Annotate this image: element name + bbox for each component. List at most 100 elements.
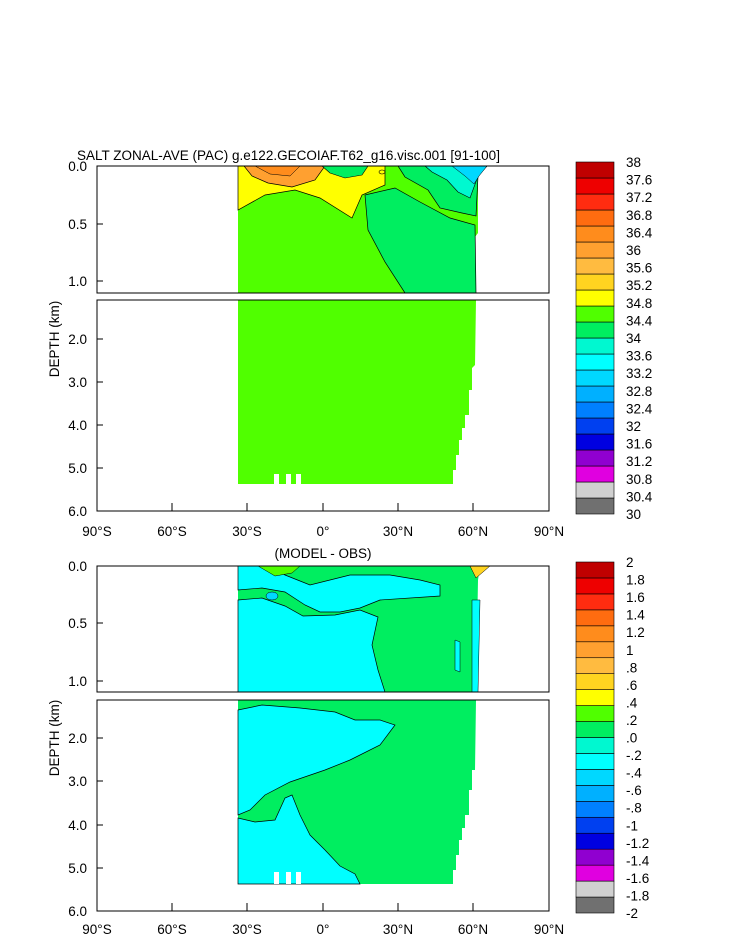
salt-colorbar-swatch xyxy=(575,433,615,451)
salt-colorbar-label: 30.8 xyxy=(626,472,652,487)
diff-ytick-label: 1.0 xyxy=(68,674,87,689)
salt-colorbar-swatch xyxy=(575,241,615,259)
salt-colorbar-label: 34 xyxy=(626,331,642,346)
salt-colorbar-label: 32 xyxy=(626,419,641,434)
salt-colorbar-swatch xyxy=(575,161,615,179)
salt-colorbar-label: 34.4 xyxy=(626,313,653,328)
diff-colorbar-label: .8 xyxy=(626,660,637,675)
salt-y-axis: 0.0 0.5 1.0 2.0 3.0 4.0 5.0 6.0 DEPTH (k… xyxy=(47,159,103,519)
salt-deep-base xyxy=(238,300,476,484)
salt-colorbar-swatch xyxy=(575,225,615,243)
diff-ytick-label: 5.0 xyxy=(68,861,87,876)
diff-colorbar-label: -1.8 xyxy=(626,888,649,903)
salt-colorbar-swatch xyxy=(575,337,615,355)
diff-xtick-label: 30°S xyxy=(232,922,261,937)
salt-colorbar-swatch xyxy=(575,193,615,211)
salt-xtick-label: 30°N xyxy=(383,524,413,539)
salt-xtick-label: 0° xyxy=(317,524,330,539)
salt-colorbar-swatch xyxy=(575,481,615,499)
salt-colorbar: 38 37.6 37.2 36.8 36.4 36 35.6 35.2 34.8 34.4 34 33… xyxy=(575,155,653,522)
diff-colorbar-swatch xyxy=(575,896,615,914)
diff-colorbar-swatch xyxy=(575,816,615,834)
salt-colorbar-label: 32.4 xyxy=(626,401,653,416)
diff-colorbar-swatch xyxy=(575,609,615,627)
diff-field-sliver xyxy=(454,639,461,673)
diff-xtick-label: 0° xyxy=(317,922,330,937)
salt-colorbar-swatch xyxy=(575,289,615,307)
salt-ytick-label: 0.5 xyxy=(68,217,87,232)
salt-field-green-mid xyxy=(364,187,477,294)
diff-colorbar-label: 1 xyxy=(626,643,634,658)
diff-colorbar-swatch xyxy=(575,753,615,770)
salt-colorbar-label: 35.2 xyxy=(626,278,652,293)
diff-colorbar-swatch xyxy=(575,864,615,882)
diff-xtick-label: 90°N xyxy=(534,922,564,937)
salt-colorbar-swatch xyxy=(575,177,615,195)
salt-colorbar-label: 31.2 xyxy=(626,454,652,469)
diff-colorbar-label: 1.2 xyxy=(626,625,645,640)
salt-notch xyxy=(274,474,279,484)
diff-notch xyxy=(286,872,291,884)
salt-colorbar-label: 30 xyxy=(626,507,641,522)
diff-y-axis: 0.0 0.5 1.0 2.0 3.0 4.0 5.0 6.0 DEPTH (k… xyxy=(47,559,103,919)
diff-colorbar-swatch xyxy=(575,769,615,786)
diff-ytick-label: 4.0 xyxy=(68,818,87,833)
diff-colorbar-label: .0 xyxy=(626,731,637,746)
salt-notch xyxy=(286,474,291,484)
salt-colorbar-label: 34.8 xyxy=(626,296,652,311)
salt-lower-field xyxy=(238,300,476,484)
diff-xtick-label: 60°S xyxy=(157,922,186,937)
salt-notch xyxy=(296,474,301,484)
salt-colorbar-swatch xyxy=(575,257,615,275)
diff-field-edge xyxy=(471,599,481,693)
diff-colorbar-swatch xyxy=(575,785,615,802)
diff-x-axis: 90°S 60°S 30°S 0° 30°N 60°N 90°N xyxy=(82,903,564,937)
diff-colorbar-label: -1.4 xyxy=(626,853,650,868)
diff-colorbar-swatch xyxy=(575,625,615,643)
salt-colorbar-label: 33.2 xyxy=(626,366,652,381)
salt-colorbar-swatch xyxy=(575,401,615,419)
salt-colorbar-label: 36.4 xyxy=(626,225,653,240)
diff-field-blue-spot xyxy=(265,591,279,601)
salt-colorbar-swatch xyxy=(575,273,615,291)
panel-salt: SALT ZONAL-AVE (PAC) g.e122.GECOIAF.T62_… xyxy=(47,148,653,539)
salt-colorbar-label: 35.6 xyxy=(626,261,652,276)
salt-colorbar-label: 31.6 xyxy=(626,437,652,452)
salt-ytick-label: 1.0 xyxy=(68,274,87,289)
diff-colorbar-swatch xyxy=(575,880,615,898)
diff-notch xyxy=(274,872,279,884)
diff-colorbar-swatch xyxy=(575,657,615,674)
diff-ytick-label: 6.0 xyxy=(68,904,87,919)
salt-xtick-label: 30°S xyxy=(232,524,261,539)
diff-upper-field xyxy=(237,565,491,693)
salt-colorbar-swatch xyxy=(575,369,615,387)
diff-colorbar-label: -1.6 xyxy=(626,871,649,886)
diff-colorbar-swatch xyxy=(575,705,615,722)
salt-x-axis: 90°S 60°S 30°S 0° 30°N 60°N 90°N xyxy=(82,503,564,539)
salt-colorbar-swatch xyxy=(575,305,615,323)
salt-ytick-label: 6.0 xyxy=(68,504,87,519)
diff-colorbar-label: -.6 xyxy=(626,783,642,798)
panel-diff: (MODEL - OBS) xyxy=(47,546,650,937)
salt-ytick-label: 0.0 xyxy=(68,159,87,174)
diff-deep-cyan-bottom xyxy=(237,794,361,885)
diff-ytick-label: 0.5 xyxy=(68,616,87,631)
diff-xtick-label: 60°N xyxy=(458,922,488,937)
diff-notch xyxy=(296,872,301,884)
diff-deep-cyan xyxy=(237,704,396,816)
salt-colorbar-label: 37.6 xyxy=(626,173,652,188)
salt-upper-frame xyxy=(96,165,550,294)
salt-ytick-label: 4.0 xyxy=(68,418,87,433)
diff-colorbar-swatch xyxy=(575,737,615,754)
diff-ytick-label: 2.0 xyxy=(68,731,87,746)
diff-xtick-label: 30°N xyxy=(383,922,413,937)
diff-ytick-label: 3.0 xyxy=(68,774,87,789)
salt-xtick-label: 90°N xyxy=(534,524,564,539)
salt-colorbar-label: 38 xyxy=(626,155,641,170)
diff-colorbar-swatch xyxy=(575,577,615,595)
diff-field-cyan-band xyxy=(237,565,441,613)
salt-colorbar-swatch xyxy=(575,321,615,339)
salt-xtick-label: 60°N xyxy=(458,524,488,539)
diff-colorbar-label: -1 xyxy=(626,818,638,833)
